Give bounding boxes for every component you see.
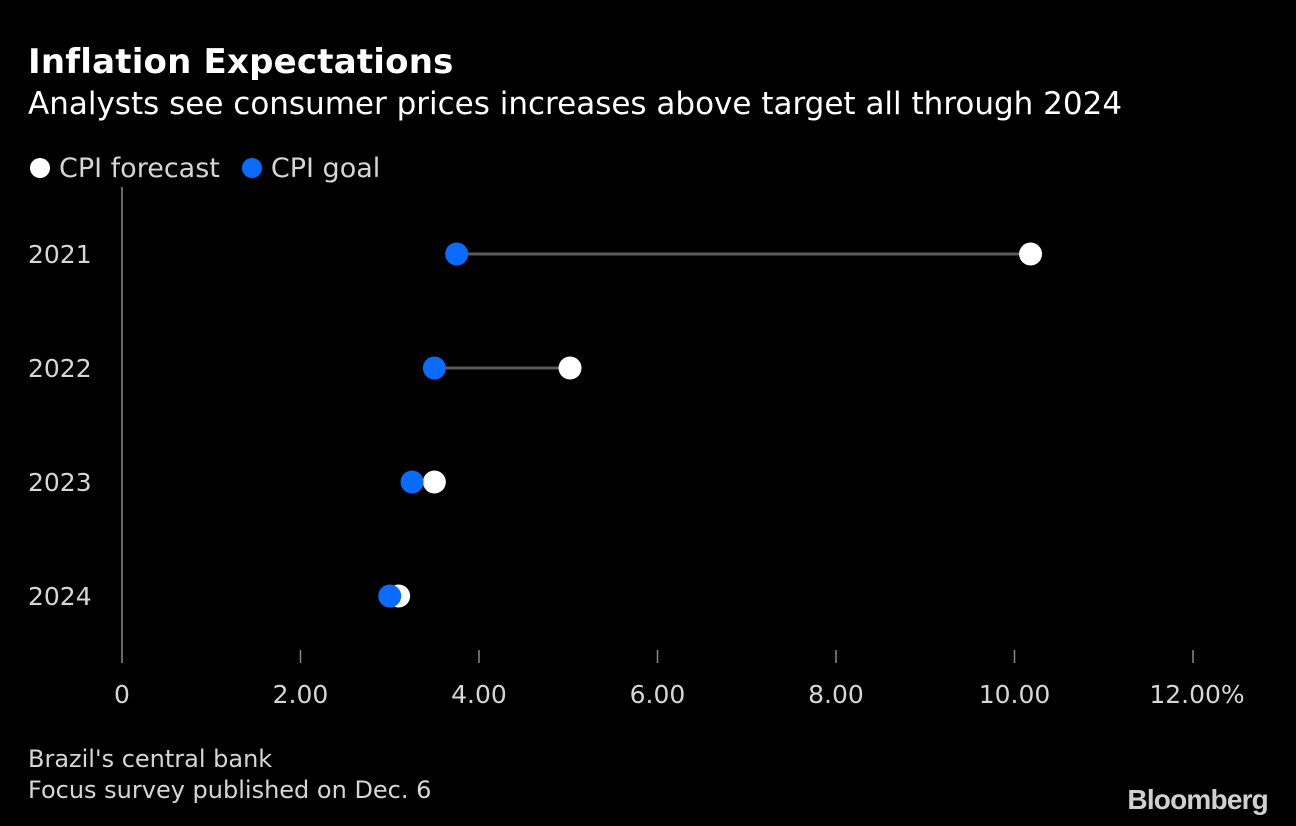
category-label: 2024 [28,582,92,611]
cpi-forecast-point [1019,242,1043,266]
source-line: Focus survey published on Dec. 6 [28,776,432,804]
legend-item-cpi-goal: CPI goal [241,152,381,184]
legend-label: CPI forecast [59,152,220,184]
source-note: Brazil's central bank Focus survey publi… [28,744,431,806]
legend-dot-icon [241,158,262,178]
x-tick-label: 4.00 [451,680,507,709]
category-label: 2022 [28,354,92,383]
legend-item-cpi-forecast: CPI forecast [30,153,220,184]
cpi-goal-point [422,356,446,380]
legend-label: CPI goal [270,152,381,184]
bloomberg-logo: Bloomberg [1127,784,1268,815]
cpi-forecast-point [558,356,582,380]
category-label: 2021 [28,240,92,269]
category-label: 2023 [28,468,92,497]
chart-subtitle: Analysts see consumer prices increases a… [28,86,1123,122]
x-tick-label: 12.00% [1149,680,1244,709]
chart-title: Inflation Expectations [28,42,454,82]
x-tick-label: 10.00 [979,680,1051,709]
cpi-goal-point [378,584,402,608]
x-tick-label: 6.00 [630,680,686,709]
cpi-goal-point [400,470,424,494]
cpi-goal-point [445,242,469,266]
x-tick-label: 8.00 [808,680,864,709]
legend: CPI forecast CPI goal [30,150,402,186]
x-tick-label: 2.00 [273,680,329,709]
source-line: Brazil's central bank [28,745,273,773]
legend-dot-icon [30,158,50,178]
cpi-forecast-point [422,470,446,494]
x-tick-label: 0 [114,680,130,709]
